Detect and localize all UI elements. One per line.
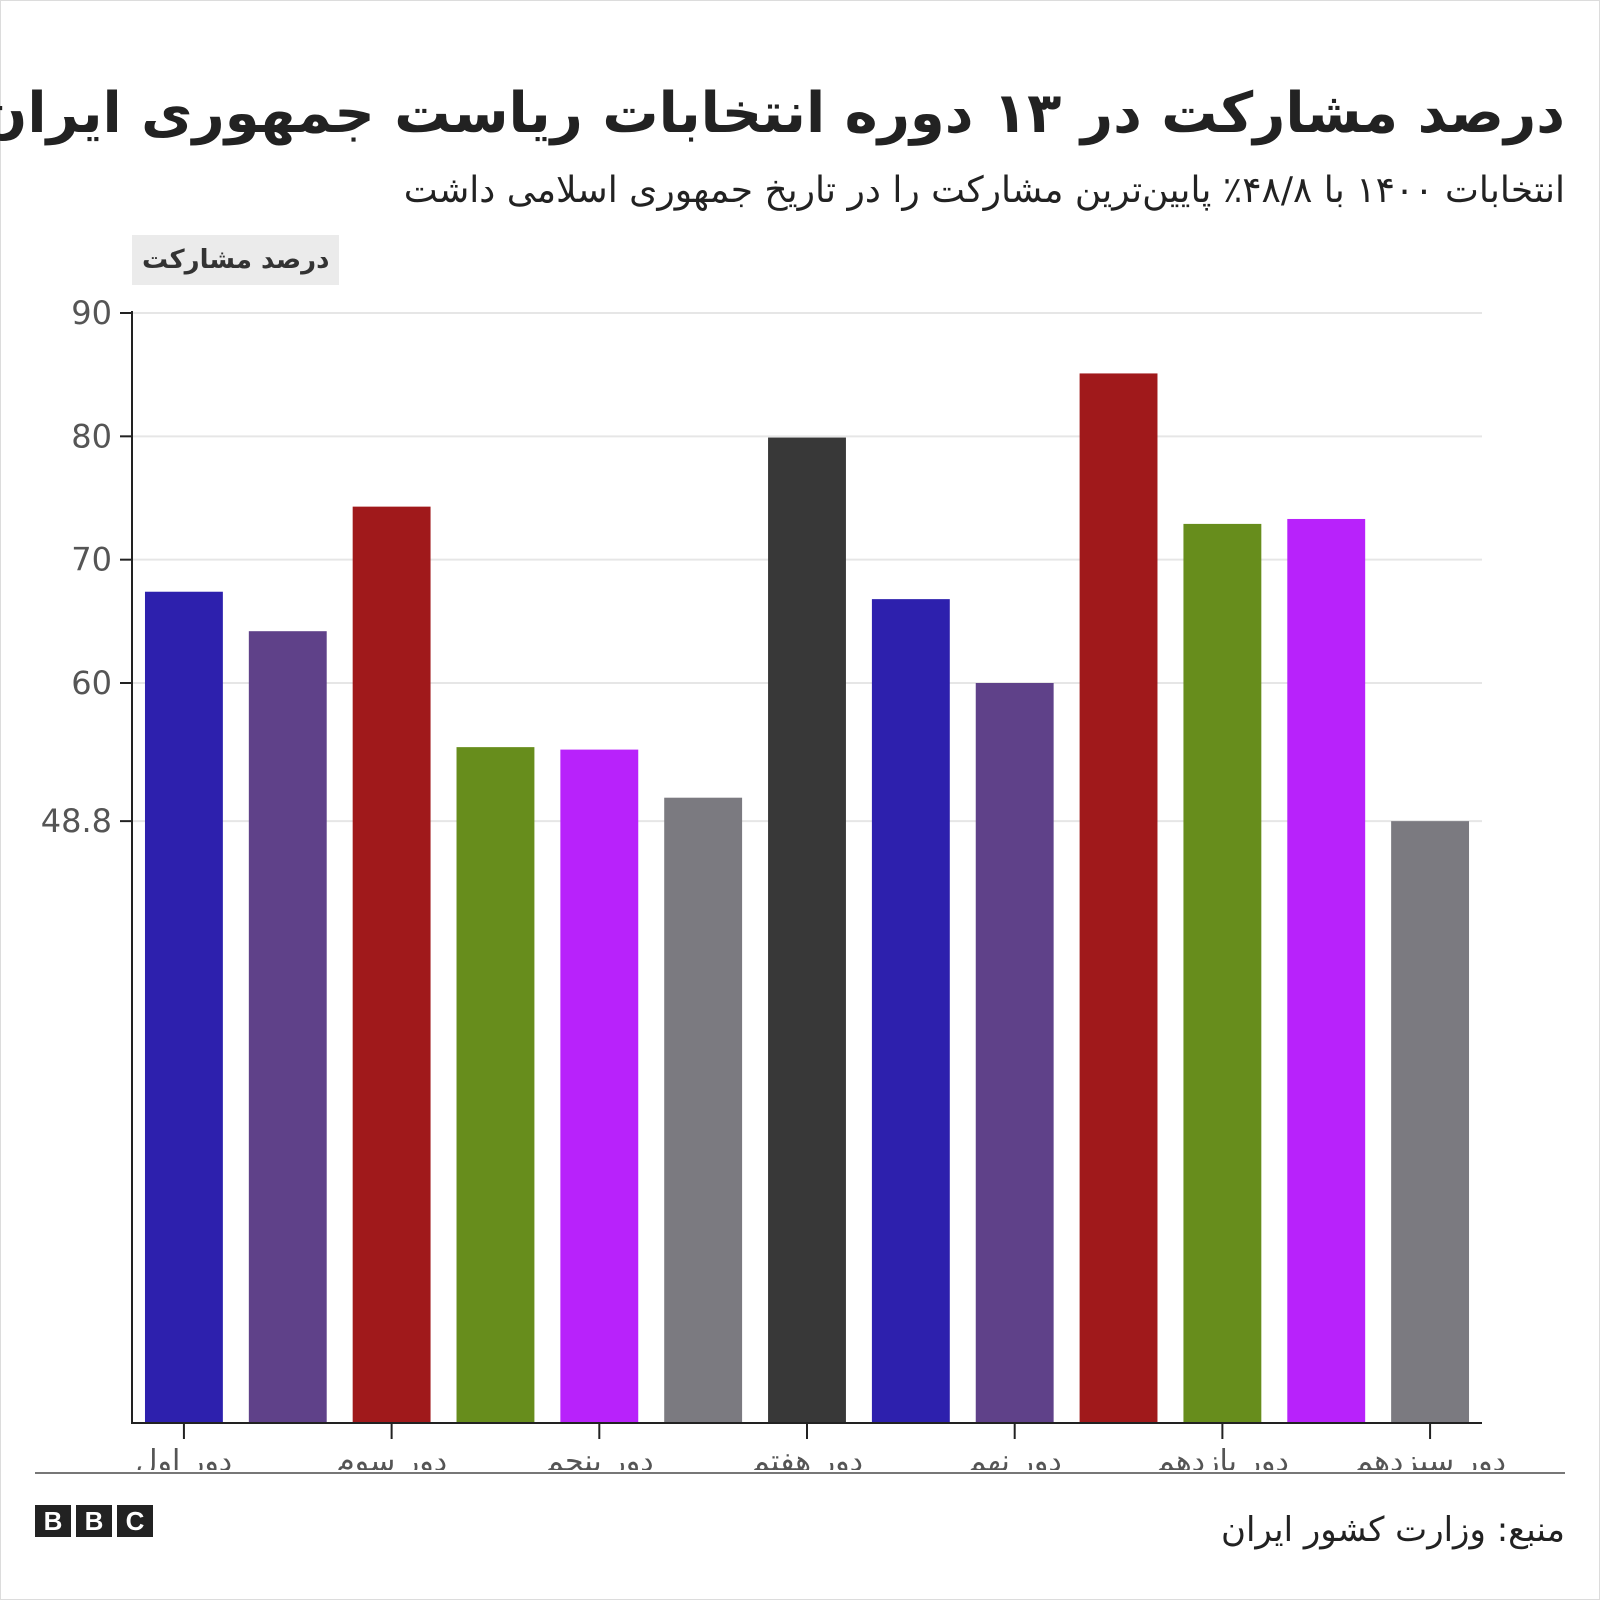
x-tick-label: دور سیزدهم (1354, 1444, 1506, 1470)
chart-title: درصد مشارکت در ۱۳ دوره انتخابات ریاست جم… (0, 81, 1565, 146)
bbc-logo: B B C (35, 1505, 153, 1537)
source-note: منبع: وزارت کشور ایران (1220, 1510, 1565, 1550)
y-tick-label: 48.8 (41, 802, 112, 840)
x-tick-label: دور هفتم (751, 1444, 863, 1470)
y-tick-label: 90 (71, 294, 112, 332)
bar (144, 591, 223, 1423)
bbc-logo-letter: B (35, 1505, 71, 1537)
footer-divider (35, 1472, 1565, 1474)
y-tick-label: 80 (71, 417, 112, 455)
bar (1079, 373, 1158, 1423)
x-tick-label: دور سوم (336, 1444, 447, 1470)
bar (975, 683, 1054, 1423)
bar (456, 747, 535, 1423)
x-tick-label: دور نهم (968, 1444, 1062, 1470)
y-axis-label: درصد مشارکت (132, 235, 340, 285)
bar (664, 797, 743, 1423)
bar (248, 631, 327, 1423)
x-tick-label: دور پنجم (545, 1444, 654, 1470)
bbc-logo-letter: C (117, 1505, 153, 1537)
bar (768, 437, 846, 1424)
chart-subtitle: انتخابات ۱۴۰۰ با ۴۸/۸٪ پایین‌ترین مشارکت… (403, 170, 1565, 211)
bar (1183, 523, 1262, 1423)
x-tick-label: دور اول (136, 1444, 233, 1470)
bar (1287, 518, 1366, 1423)
x-tick-label: دور یازدهم (1156, 1444, 1289, 1470)
bbc-logo-letter: B (76, 1505, 112, 1537)
bar (352, 506, 431, 1424)
y-tick-label: 60 (71, 664, 112, 702)
bar (871, 599, 950, 1423)
bar-chart: 90 80 70 60 48.8 دور اول دور سوم دور پنجم دور هف… (41, 294, 1506, 1470)
bar (1391, 821, 1470, 1423)
y-tick-label: 70 (71, 541, 112, 579)
bar (560, 749, 639, 1423)
